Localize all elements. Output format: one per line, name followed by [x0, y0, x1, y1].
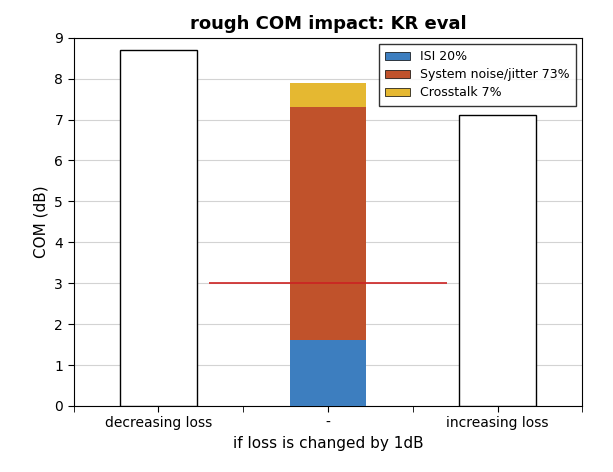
Bar [290, 83, 366, 107]
Bar [290, 107, 366, 340]
Legend: ISI 20%, System noise/jitter 73%, Crosstalk 7%: ISI 20%, System noise/jitter 73%, Crosst… [379, 44, 576, 106]
Title: rough COM impact: KR eval: rough COM impact: KR eval [189, 16, 466, 34]
Bar [290, 340, 366, 406]
Bar [459, 116, 536, 406]
X-axis label: if loss is changed by 1dB: if loss is changed by 1dB [233, 436, 423, 451]
Y-axis label: COM (dB): COM (dB) [34, 185, 48, 258]
Bar [120, 50, 197, 406]
